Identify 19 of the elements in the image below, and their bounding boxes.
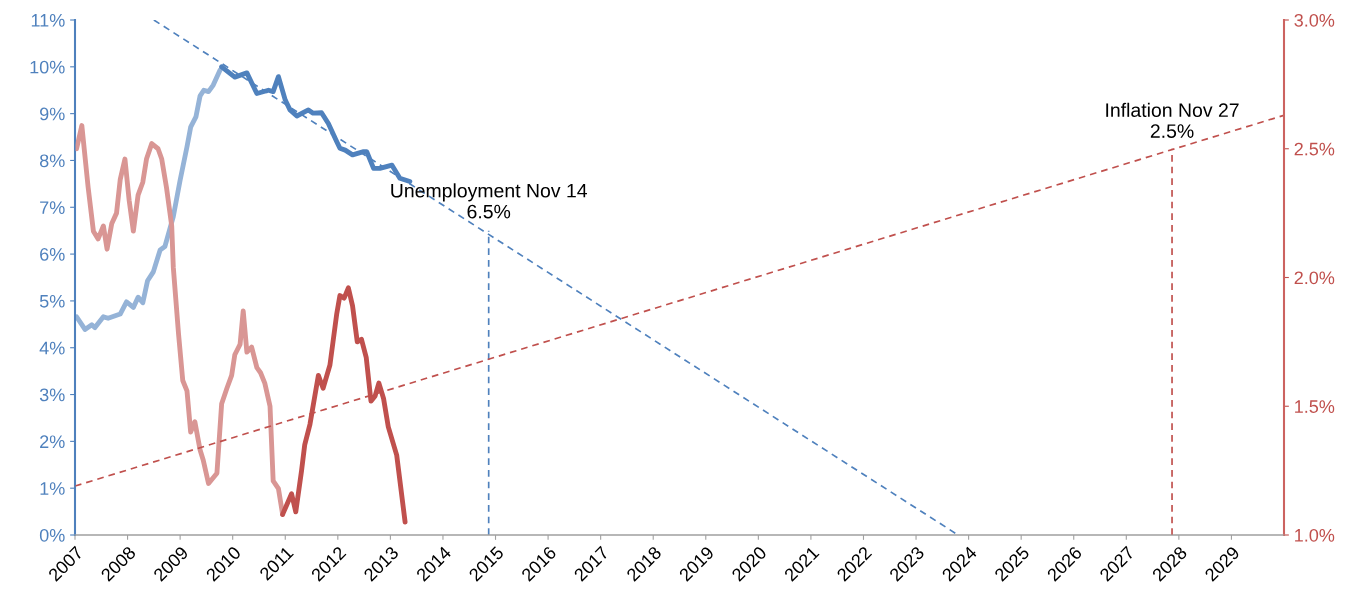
y-tick-label: 10% xyxy=(30,60,65,74)
y-tick-label: 1% xyxy=(40,482,65,495)
y2-tick-label: 2.5% xyxy=(1294,142,1335,156)
y2-tick-label: 1.0% xyxy=(1295,528,1335,542)
y-tick-label: 9% xyxy=(40,107,65,121)
annotation: Inflation Nov 27 2.5% xyxy=(1106,102,1239,138)
y-tick-label: 11% xyxy=(31,14,65,27)
y2-tick-label: 1.5% xyxy=(1295,400,1335,413)
annotation: Unemployment Nov 14 6.5% xyxy=(391,183,588,219)
y-tick-label: 2% xyxy=(40,435,65,449)
y2-tick-label: 2.0% xyxy=(1294,271,1335,285)
y-tick-label: 5% xyxy=(39,294,65,308)
y-tick-label: 7% xyxy=(40,201,65,214)
y-tick-label: 3% xyxy=(39,388,65,402)
y-tick-label: 4% xyxy=(39,341,65,355)
y-tick-label: 0% xyxy=(39,528,65,542)
y-tick-label: 6% xyxy=(40,248,65,261)
y-tick-label: 8% xyxy=(39,154,65,168)
y2-tick-label: 3.0% xyxy=(1294,13,1335,27)
